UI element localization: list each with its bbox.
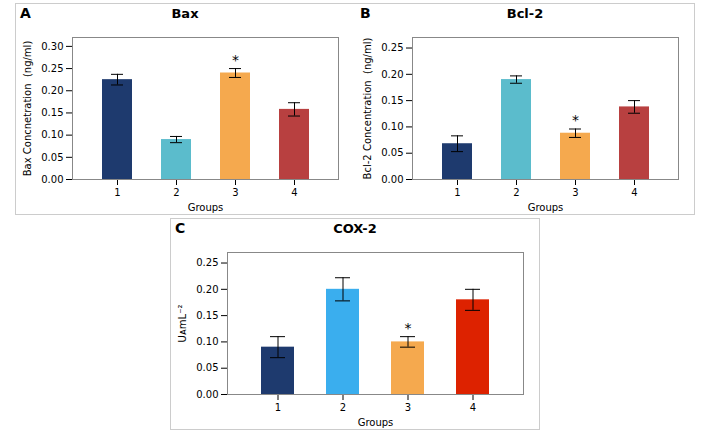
- svg-text:2: 2: [340, 402, 346, 413]
- svg-text:UᴀmL⁻²: UᴀmL⁻²: [177, 305, 188, 343]
- svg-text:0.05: 0.05: [381, 147, 403, 158]
- svg-text:0.25: 0.25: [41, 63, 63, 74]
- svg-text:0.25: 0.25: [381, 42, 403, 53]
- svg-text:*: *: [572, 112, 579, 128]
- svg-text:0.15: 0.15: [41, 107, 63, 118]
- svg-text:1: 1: [454, 187, 460, 198]
- svg-text:Groups: Groups: [528, 202, 564, 213]
- html-text:B: B: [360, 5, 371, 21]
- svg-text:1: 1: [275, 402, 281, 413]
- svg-text:0.20: 0.20: [381, 69, 403, 80]
- svg-text:2: 2: [173, 187, 179, 198]
- svg-text:0.20: 0.20: [196, 284, 218, 295]
- svg-text:4: 4: [631, 187, 637, 198]
- svg-text:0.10: 0.10: [196, 336, 218, 347]
- html-text:COX-2: COX-2: [333, 221, 377, 236]
- svg-text:0.25: 0.25: [196, 257, 218, 268]
- svg-text:1: 1: [114, 187, 120, 198]
- svg-text:0.15: 0.15: [381, 95, 403, 106]
- svg-text:*: *: [405, 320, 412, 336]
- svg-text:0.30: 0.30: [41, 41, 63, 52]
- svg-text:0.20: 0.20: [41, 85, 63, 96]
- svg-text:0.00: 0.00: [196, 389, 218, 400]
- svg-text:0.10: 0.10: [41, 129, 63, 140]
- svg-text:Groups: Groups: [358, 417, 394, 428]
- svg-text:0.05: 0.05: [41, 152, 63, 163]
- svg-text:0.00: 0.00: [41, 174, 63, 185]
- svg-text:2: 2: [513, 187, 519, 198]
- html-text:Bax: Bax: [171, 6, 199, 21]
- svg-text:*: *: [232, 52, 239, 68]
- svg-text:0.05: 0.05: [196, 362, 218, 373]
- svg-text:Bcl-2 Concentration (ng/ml): Bcl-2 Concentration (ng/ml): [362, 38, 373, 180]
- svg-text:Groups: Groups: [188, 202, 224, 213]
- svg-text:3: 3: [405, 402, 411, 413]
- svg-text:0.10: 0.10: [381, 121, 403, 132]
- svg-text:0.00: 0.00: [381, 174, 403, 185]
- svg-text:4: 4: [470, 402, 476, 413]
- svg-text:Bax Concnetration (ng/ml): Bax Concnetration (ng/ml): [22, 41, 33, 177]
- svg-text:0.15: 0.15: [196, 310, 218, 321]
- svg-text:3: 3: [572, 187, 578, 198]
- svg-text:4: 4: [291, 187, 297, 198]
- svg-text:3: 3: [232, 187, 238, 198]
- html-text:Bcl-2: Bcl-2: [506, 6, 544, 21]
- html-text:C: C: [175, 220, 186, 236]
- html-text:A: A: [20, 5, 31, 21]
